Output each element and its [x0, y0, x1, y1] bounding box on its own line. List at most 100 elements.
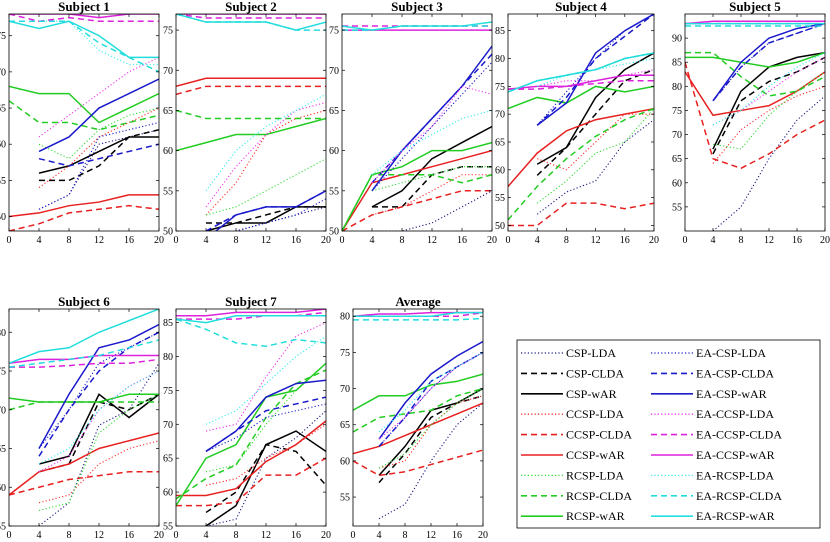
series-line-csp-war	[536, 52, 654, 165]
series-line-ea-csp-war	[712, 22, 825, 102]
series-line-rcsp-lda	[378, 388, 483, 469]
subplot-subject-1: 0 4 8 12 16 20 50 55 60 65 70 75 Subject 1	[0, 0, 164, 246]
subplot-title: Subject 1	[58, 0, 110, 14]
legend-label: EA-CSP-LDA	[696, 346, 766, 360]
x-tick-label: 12	[591, 235, 601, 246]
series-line-ea-csp-lda	[205, 403, 326, 452]
y-tick-label: 55	[0, 176, 6, 187]
series-line-ea-csp-clda	[38, 143, 159, 167]
x-tick-label: 8	[739, 235, 744, 246]
x-tick-label: 4	[370, 235, 375, 246]
series-line-ea-rcsp-lda	[378, 351, 483, 433]
legend-label: CSP-LDA	[566, 346, 616, 360]
x-tick-label: 4	[535, 235, 540, 246]
y-tick-label: 70	[0, 67, 6, 78]
axes-frame	[8, 308, 160, 527]
series-line-csp-war	[378, 387, 483, 476]
x-tick-label: 16	[792, 235, 802, 246]
y-tick-label: 65	[163, 454, 173, 465]
legend-label: EA-CCSP-LDA	[696, 407, 774, 421]
x-tick-label: 16	[124, 235, 134, 246]
series-line-rcsp-clda	[176, 369, 326, 500]
series-line-ea-rcsp-clda	[9, 20, 159, 73]
legend-label: EA-CSP-CLDA	[696, 366, 774, 380]
x-tick-label: 0	[7, 235, 12, 246]
legend-label: RCSP-LDA	[566, 468, 624, 482]
series-line-ea-ccsp-clda	[9, 358, 159, 368]
x-tick-label: 12	[764, 235, 774, 246]
x-tick-label: 0	[340, 235, 345, 246]
subplot-subject-7: 0 4 8 12 16 20 55 60 65 70 75 80 85 Subject 7	[163, 294, 331, 541]
series-line-ea-csp-war	[214, 190, 326, 231]
y-tick-label: 60	[0, 140, 6, 151]
y-tick-label: 60	[163, 146, 173, 157]
x-tick-label: 4	[204, 235, 209, 246]
x-tick-label: 8	[67, 530, 72, 541]
legend-item-ea-rcsp-lda: EA-RCSP-LDA	[651, 468, 774, 482]
series-line-csp-lda	[712, 95, 825, 231]
series-line-ccsp-lda	[712, 85, 825, 164]
series-line-ea-ccsp-lda	[38, 370, 159, 473]
x-tick-label: 20	[649, 235, 659, 246]
series-line-csp-lda	[205, 410, 326, 526]
x-tick-label: 16	[291, 235, 301, 246]
x-tick-label: 4	[711, 235, 716, 246]
subplot-subject-6: 0 4 8 12 16 20 55 60 65 70 75 80 Subject 6	[0, 294, 164, 541]
series-line-ea-ccsp-lda	[205, 101, 326, 208]
series-line-rcsp-war	[9, 85, 159, 124]
axes-frame	[352, 308, 484, 527]
series-line-csp-lda	[38, 362, 159, 526]
series-line-ea-rcsp-lda	[371, 109, 492, 176]
axes-frame	[8, 13, 160, 232]
series-line-rcsp-clda	[508, 107, 654, 221]
x-tick-label: 8	[67, 235, 72, 246]
y-tick-label: 60	[0, 483, 6, 494]
x-tick-label: 20	[820, 235, 830, 246]
y-tick-label: 75	[163, 386, 173, 397]
series-line-rcsp-clda	[685, 51, 825, 97]
y-tick-label: 55	[163, 522, 173, 533]
series-line-rcsp-clda	[9, 100, 159, 131]
x-tick-label: 12	[261, 235, 271, 246]
series-line-ea-rcsp-lda	[712, 52, 825, 126]
series-line-csp-war	[205, 430, 326, 526]
legend-label: RCSP-CLDA	[566, 489, 632, 503]
y-tick-label: 80	[163, 352, 173, 363]
series-line-ea-rcsp-war	[176, 315, 326, 324]
x-tick-label: 16	[620, 235, 630, 246]
series-line-ccsp-lda	[38, 440, 159, 504]
y-tick-label: 55	[329, 186, 339, 197]
series-line-csp-war	[38, 136, 159, 174]
x-tick-label: 16	[457, 235, 467, 246]
y-tick-label: 75	[163, 26, 173, 37]
legend-label: CCSP-wAR	[566, 448, 625, 462]
legend-label: RCSP-wAR	[566, 509, 625, 523]
subplot-title: Average	[395, 294, 440, 309]
legend-item-ea-rcsp-war: EA-RCSP-wAR	[651, 509, 775, 523]
series-line-ea-rcsp-lda	[537, 57, 654, 87]
series-line-ea-csp-war	[38, 323, 159, 449]
series-line-ea-csp-war	[371, 45, 492, 192]
series-line-ccsp-clda	[176, 457, 326, 507]
legend-item-ea-ccsp-war: EA-CCSP-wAR	[651, 448, 775, 462]
series-line-rcsp-war	[176, 117, 326, 152]
y-tick-label: 85	[672, 58, 682, 69]
y-tick-label: 55	[0, 522, 6, 533]
series-line-ccsp-lda	[38, 107, 159, 189]
subplot-title: Subject 2	[225, 0, 277, 14]
series-line-rcsp-war	[685, 51, 825, 68]
y-tick-label: 70	[163, 420, 173, 431]
series-line-rcsp-lda	[38, 393, 159, 512]
x-tick-label: 8	[400, 235, 405, 246]
x-tick-label: 16	[291, 530, 301, 541]
series-line-csp-lda	[372, 190, 492, 231]
y-tick-label: 60	[672, 178, 682, 189]
subplot-subject-3: 0 4 8 12 16 20 50 55 60 65 70 75 Subject 3	[329, 0, 497, 246]
series-line-csp-clda	[712, 56, 825, 155]
y-tick-label: 55	[495, 193, 505, 204]
series-line-ccsp-war	[176, 77, 326, 88]
y-tick-label: 75	[329, 26, 339, 37]
y-tick-label: 65	[0, 444, 6, 455]
